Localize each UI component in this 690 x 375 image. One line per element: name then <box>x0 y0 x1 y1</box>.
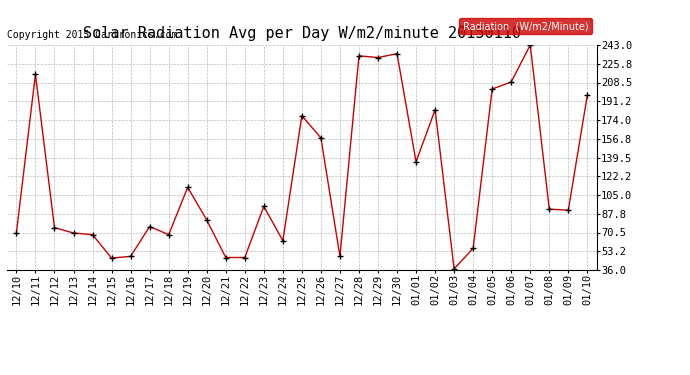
Title: Solar Radiation Avg per Day W/m2/minute 20150110: Solar Radiation Avg per Day W/m2/minute … <box>83 26 521 41</box>
Text: Copyright 2015 Cartronics.com: Copyright 2015 Cartronics.com <box>7 30 177 40</box>
Legend: Radiation  (W/m2/Minute): Radiation (W/m2/Minute) <box>459 18 592 34</box>
